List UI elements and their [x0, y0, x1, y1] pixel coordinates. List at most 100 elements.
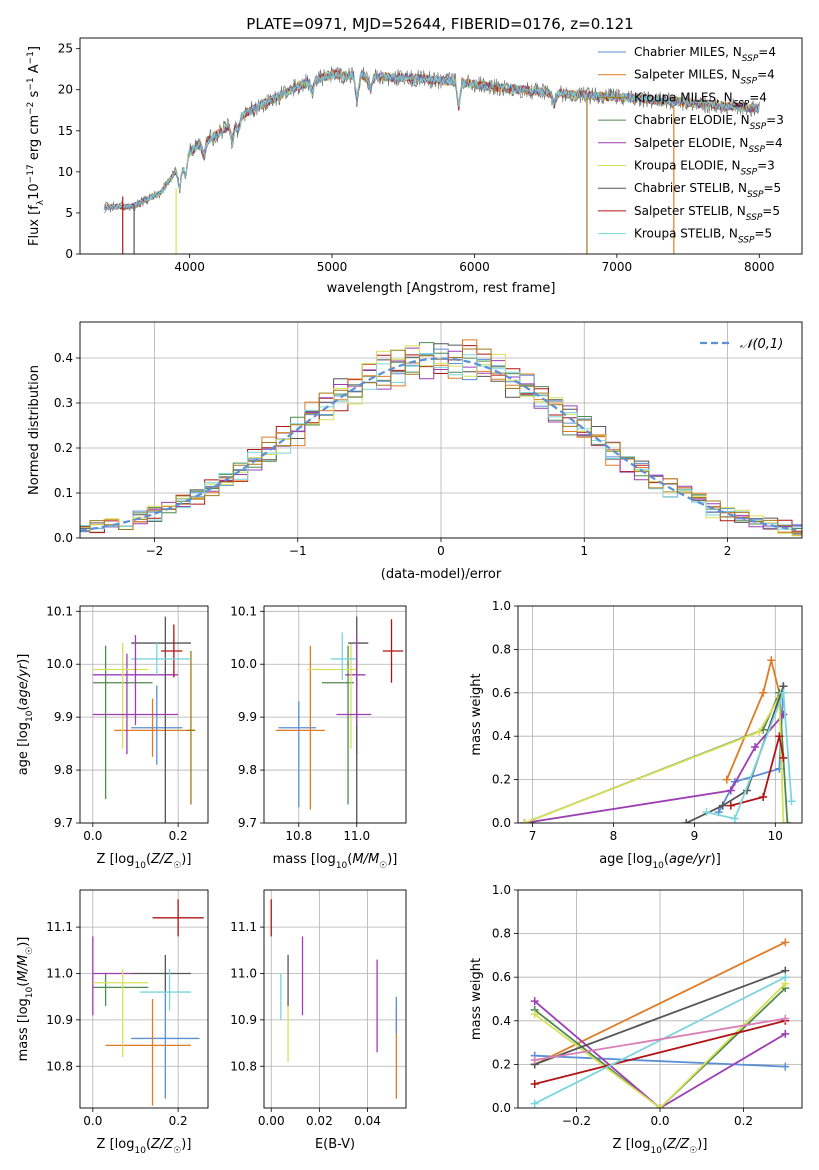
legend: 𝒩(0,1): [700, 337, 783, 352]
x-axis-label: wavelength [Angstrom, rest frame]: [327, 281, 556, 296]
y-axis-label: Flux [fλ10−17 erg cm−2 s−1 A−1]: [26, 46, 46, 246]
tick-label-y: 9.7: [54, 816, 73, 830]
tick-label-x: 8: [610, 829, 618, 843]
massweight-marker: [718, 801, 727, 810]
legend-entry: Chabrier STELIB, NSSP=5: [634, 181, 781, 200]
axes-frame: [79, 889, 209, 1109]
x-axis-label: Z [log10(Z/Z☉)]: [97, 1137, 192, 1156]
legend-entry: Salpeter STELIB, NSSP=5: [634, 204, 780, 223]
massweight-marker: [730, 814, 739, 823]
x-axis-label: age [log10(age/yr)]: [599, 852, 721, 871]
massweight-marker: [759, 792, 768, 801]
y-axis-label: Normed distribution: [27, 365, 42, 495]
tick-label-x: 2: [724, 544, 732, 558]
tick-label-x: 7000: [602, 260, 633, 274]
x-axis-label: E(B-V): [315, 1137, 355, 1152]
massweight-marker: [702, 808, 711, 817]
y-axis-label: mass [log10(M/M☉)]: [16, 937, 35, 1062]
tick-label-x: 0.02: [306, 1114, 333, 1128]
tick-label-y: 0: [65, 247, 73, 261]
massweight-marker: [520, 819, 529, 823]
x-axis-label: (data-model)/error: [381, 567, 502, 582]
histogram-series: [80, 345, 802, 537]
axes-frame: [79, 321, 803, 539]
errorbar-point: [139, 968, 191, 1011]
tick-label-y: 5: [65, 206, 73, 220]
legend: Chabrier MILES, NSSP=4 Salpeter MILES, NS…: [598, 45, 784, 246]
plot-area: [520, 656, 796, 823]
spectrum-line: [103, 70, 760, 211]
massweight-line: [534, 1000, 786, 1108]
axes: 10.8 11.0 9.7 9.8 9.9 10.0 10.1: [230, 604, 370, 843]
errorbar-point: [92, 936, 132, 1016]
tick-label-y: 0.8: [492, 927, 511, 941]
massweight-marker: [530, 1080, 539, 1089]
grid: [264, 606, 406, 824]
tick-label-y: 0.4: [492, 1014, 511, 1028]
tick-label-y: 0.2: [492, 773, 511, 787]
errorbar-point: [131, 616, 191, 823]
tick-label-x: −1: [289, 544, 307, 558]
tick-label-x: −0.2: [562, 1114, 591, 1128]
tick-label-y: 0.0: [54, 531, 73, 545]
tick-label-x: 11.0: [343, 829, 370, 843]
age-vs-mass-plot: 10.8 11.0 9.7 9.8 9.9 10.0 10.1 mass [log10(M/M…: [230, 604, 407, 871]
tick-label-x: 0.2: [169, 1114, 188, 1128]
tick-label-x: 5000: [317, 260, 348, 274]
grid: [518, 889, 802, 1109]
legend-entry: Kroupa MILES, NSSP=4: [634, 90, 767, 109]
tick-label-y: 25: [58, 42, 73, 56]
tick-label-x: 10.8: [285, 829, 312, 843]
massweight-marker: [779, 753, 788, 762]
massweight-marker: [781, 1062, 790, 1071]
axes-frame: [263, 889, 407, 1109]
massweight-line: [534, 976, 786, 1105]
tick-label-y: 9.7: [238, 816, 257, 830]
massweight-marker: [530, 1099, 539, 1108]
tick-label-y: 1.0: [492, 599, 511, 613]
tick-label-y: 0.6: [492, 970, 511, 984]
legend-entry: Salpeter MILES, NSSP=4: [634, 68, 775, 87]
mass-vs-ebv-plot: 0.00 0.02 0.04 10.8 10.9 11.0 11.1 E(B-V): [230, 889, 407, 1152]
tick-label-y: 0.6: [492, 686, 511, 700]
histogram-series: [80, 347, 802, 529]
massweight-marker: [682, 819, 691, 823]
massweight-line: [524, 692, 789, 823]
errorbar-point: [307, 643, 357, 749]
massweight-marker: [722, 775, 731, 784]
x-axis-label: mass [log10(M/M☉)]: [273, 852, 398, 871]
errorbar-point: [92, 643, 149, 749]
massweight-marker: [781, 1029, 790, 1038]
massweight-line: [534, 969, 786, 1066]
errorbar-point: [105, 999, 191, 1106]
tick-label-x: 0.0: [650, 1114, 669, 1128]
tick-label-y: 0.2: [492, 1057, 511, 1071]
spectrum-plot: 4000 5000 6000 7000 8000 0 5 10 15 20 25 wavelength…: [26, 37, 803, 296]
axes-frame: [79, 605, 209, 824]
plot-area: [275, 616, 404, 823]
errorbar-point: [186, 650, 196, 805]
tick-label-x: 6000: [459, 260, 490, 274]
massweight-line: [706, 692, 793, 820]
tick-label-y: 10: [58, 165, 73, 179]
massweight-marker: [767, 656, 776, 665]
errorbar-point: [92, 973, 149, 1006]
plot-area: [80, 339, 802, 537]
tick-label-y: 0.2: [54, 441, 73, 455]
y-axis-label: mass weight: [469, 673, 484, 755]
massweight-marker: [779, 819, 788, 823]
massweight-marker: [726, 801, 735, 810]
tick-label-y: 11.1: [46, 920, 73, 934]
tick-label-y: 20: [58, 83, 73, 97]
errorbar-point: [131, 685, 183, 765]
tick-label-x: 0.04: [354, 1114, 381, 1128]
massweight-line: [534, 941, 786, 1066]
residual-histogram: −2 −1 0 1 2 0.0 0.1 0.2 0.3 0.4 𝒩(0,1) (data-model)…: [27, 321, 803, 582]
tick-label-y: 9.8: [54, 763, 73, 777]
massweight-marker: [781, 973, 790, 982]
tick-label-x: 0.2: [169, 829, 188, 843]
tick-label-x: 10: [768, 829, 783, 843]
errorbar-point: [152, 899, 204, 937]
tick-label-y: 0.4: [54, 351, 73, 365]
